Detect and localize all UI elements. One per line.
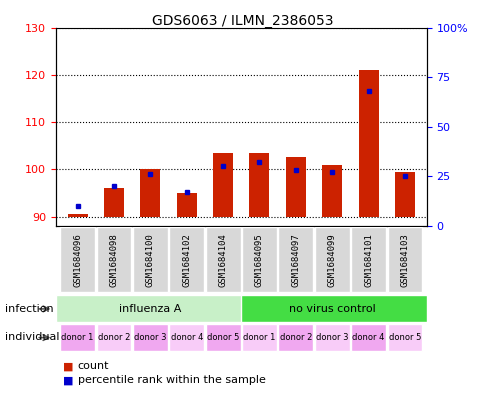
Text: donor 1: donor 1 (243, 333, 275, 342)
Text: donor 3: donor 3 (315, 333, 348, 342)
Text: percentile rank within the sample: percentile rank within the sample (77, 375, 265, 386)
Text: no virus control: no virus control (288, 304, 375, 314)
Bar (394, 172, 414, 217)
Text: GDS6063 / ILMN_2386053: GDS6063 / ILMN_2386053 (151, 14, 333, 28)
Text: GSM1684098: GSM1684098 (109, 233, 118, 286)
Text: GSM1684097: GSM1684097 (291, 233, 300, 286)
FancyBboxPatch shape (133, 228, 167, 292)
FancyBboxPatch shape (314, 228, 349, 292)
FancyBboxPatch shape (169, 323, 204, 351)
Text: count: count (77, 361, 109, 371)
FancyBboxPatch shape (278, 323, 313, 351)
Text: donor 3: donor 3 (134, 333, 166, 342)
FancyBboxPatch shape (350, 323, 385, 351)
Text: influenza A: influenza A (119, 304, 181, 314)
Text: GSM1684100: GSM1684100 (146, 233, 154, 286)
FancyBboxPatch shape (241, 295, 426, 323)
FancyBboxPatch shape (314, 323, 349, 351)
FancyBboxPatch shape (96, 323, 131, 351)
FancyBboxPatch shape (169, 228, 204, 292)
FancyBboxPatch shape (242, 323, 276, 351)
FancyBboxPatch shape (350, 228, 385, 292)
Text: donor 4: donor 4 (170, 333, 202, 342)
FancyBboxPatch shape (205, 323, 240, 351)
FancyBboxPatch shape (387, 323, 422, 351)
Text: ■: ■ (63, 361, 74, 371)
Bar (212, 153, 233, 217)
Bar (67, 214, 88, 217)
Bar (104, 188, 124, 217)
Text: donor 4: donor 4 (352, 333, 384, 342)
Bar (249, 153, 269, 217)
Text: GSM1684101: GSM1684101 (363, 233, 372, 286)
Text: GSM1684096: GSM1684096 (73, 233, 82, 286)
FancyBboxPatch shape (60, 228, 95, 292)
Bar (140, 169, 160, 217)
Text: donor 2: donor 2 (279, 333, 311, 342)
FancyBboxPatch shape (56, 295, 244, 323)
Text: donor 2: donor 2 (98, 333, 130, 342)
Text: GSM1684103: GSM1684103 (400, 233, 408, 286)
Text: GSM1684095: GSM1684095 (255, 233, 263, 286)
Text: donor 5: donor 5 (207, 333, 239, 342)
Bar (321, 165, 342, 217)
FancyBboxPatch shape (278, 228, 313, 292)
FancyBboxPatch shape (133, 323, 167, 351)
Text: individual: individual (5, 332, 59, 342)
Bar (285, 158, 305, 217)
Text: donor 1: donor 1 (61, 333, 93, 342)
Bar (358, 70, 378, 217)
FancyBboxPatch shape (242, 228, 276, 292)
Text: infection: infection (5, 304, 53, 314)
FancyBboxPatch shape (60, 323, 95, 351)
FancyBboxPatch shape (387, 228, 422, 292)
Text: GSM1684104: GSM1684104 (218, 233, 227, 286)
FancyBboxPatch shape (205, 228, 240, 292)
Text: GSM1684099: GSM1684099 (327, 233, 336, 286)
Text: GSM1684102: GSM1684102 (182, 233, 191, 286)
Text: donor 5: donor 5 (388, 333, 420, 342)
Bar (176, 193, 197, 217)
Text: ■: ■ (63, 375, 74, 386)
FancyBboxPatch shape (96, 228, 131, 292)
